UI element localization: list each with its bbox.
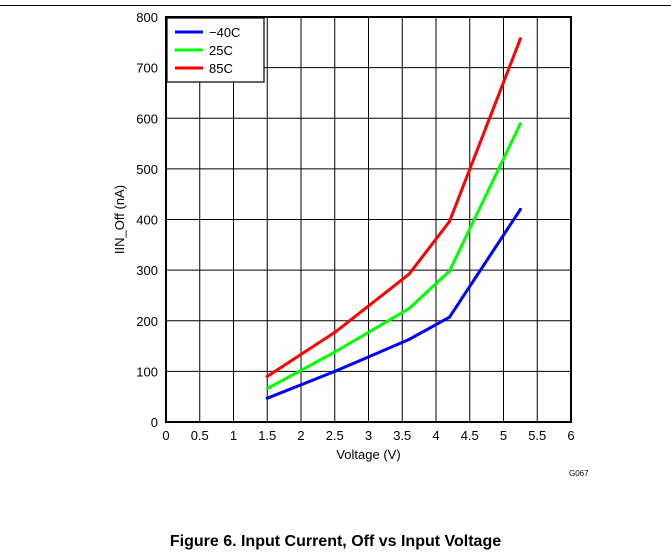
y-tick-label: 200 bbox=[136, 314, 158, 329]
x-tick-label: 3 bbox=[365, 428, 372, 443]
y-tick-label: 400 bbox=[136, 213, 158, 228]
x-tick-label: 2 bbox=[297, 428, 304, 443]
data-point bbox=[265, 396, 269, 400]
y-tick-label: 300 bbox=[136, 263, 158, 278]
series-line-0 bbox=[265, 207, 522, 400]
data-point bbox=[265, 374, 269, 378]
data-point bbox=[333, 350, 337, 354]
data-point bbox=[407, 337, 411, 341]
top-rule bbox=[0, 5, 671, 6]
legend-label: 25C bbox=[209, 43, 233, 58]
y-tick-label: 800 bbox=[136, 10, 158, 25]
figure-caption: Figure 6. Input Current, Off vs Input Vo… bbox=[169, 533, 502, 550]
x-tick-label: 5 bbox=[500, 428, 507, 443]
data-point bbox=[518, 122, 522, 126]
data-point bbox=[448, 315, 451, 319]
y-tick-label: 500 bbox=[136, 162, 158, 177]
plot-frame bbox=[165, 16, 572, 423]
data-point bbox=[265, 387, 269, 391]
data-point bbox=[333, 330, 337, 334]
x-tick-label: 6 bbox=[567, 428, 574, 443]
x-tick-label: 1.5 bbox=[258, 428, 276, 443]
data-point bbox=[448, 269, 451, 273]
x-tick-label: 2.5 bbox=[326, 428, 344, 443]
data-point bbox=[407, 307, 411, 311]
tick-labels: 0 0.5 1 1.5 2 2.5 3 3.5 4 4.5 5 5.5 6 0 100 200 300 400 50… bbox=[136, 10, 574, 443]
x-tick-label: 4.5 bbox=[461, 428, 479, 443]
series-lines bbox=[265, 37, 522, 400]
data-point bbox=[407, 272, 411, 276]
x-tick-label: 1 bbox=[230, 428, 237, 443]
legend: −40C 25C 85C bbox=[166, 17, 265, 83]
x-tick-label: 5.5 bbox=[528, 428, 546, 443]
series-line-2 bbox=[265, 37, 522, 378]
data-point bbox=[518, 207, 522, 211]
series-line-1 bbox=[265, 122, 522, 391]
x-tick-label: 0 bbox=[162, 428, 169, 443]
legend-label: 85C bbox=[209, 61, 233, 76]
data-point bbox=[518, 37, 522, 41]
x-tick-label: 0.5 bbox=[191, 428, 209, 443]
legend-label: −40C bbox=[209, 25, 240, 40]
y-tick-label: 100 bbox=[136, 364, 158, 379]
y-tick-label: 600 bbox=[136, 111, 158, 126]
x-axis-title: Voltage (V) bbox=[336, 447, 400, 462]
legend-items: −40C 25C 85C bbox=[175, 25, 240, 76]
y-tick-label: 0 bbox=[151, 415, 158, 430]
x-tick-label: 4 bbox=[432, 428, 439, 443]
figure-code: G067 bbox=[569, 469, 589, 478]
data-point bbox=[333, 369, 337, 373]
x-tick-label: 3.5 bbox=[393, 428, 411, 443]
data-point bbox=[448, 220, 451, 224]
y-axis-title: IIN_Off (nA) bbox=[112, 185, 127, 254]
y-tick-label: 700 bbox=[136, 61, 158, 76]
